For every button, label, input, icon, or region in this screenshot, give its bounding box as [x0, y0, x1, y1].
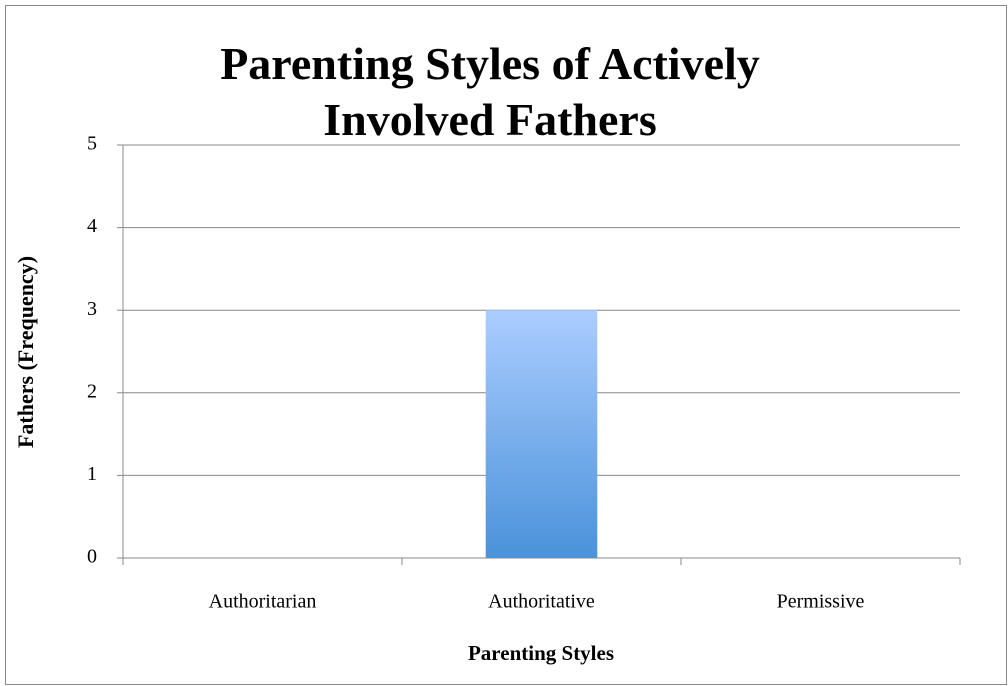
bar — [485, 310, 598, 558]
y-tick-label: 2 — [87, 380, 97, 402]
y-tick-label: 5 — [87, 133, 97, 155]
x-tick-label: Permissive — [777, 591, 865, 613]
x-tick-label: Authoritarian — [209, 591, 317, 613]
y-tick-label: 4 — [87, 215, 97, 237]
x-axis-label: Parenting Styles — [468, 641, 614, 665]
y-tick-label: 1 — [87, 463, 97, 485]
x-tick-label: Authoritative — [488, 591, 595, 613]
chart-title: Parenting Styles of Actively Involved Fa… — [220, 38, 760, 145]
y-tick-label: 3 — [87, 298, 97, 320]
y-axis-label: Fathers (Frequency) — [13, 256, 38, 448]
y-tick-label: 0 — [87, 546, 97, 568]
